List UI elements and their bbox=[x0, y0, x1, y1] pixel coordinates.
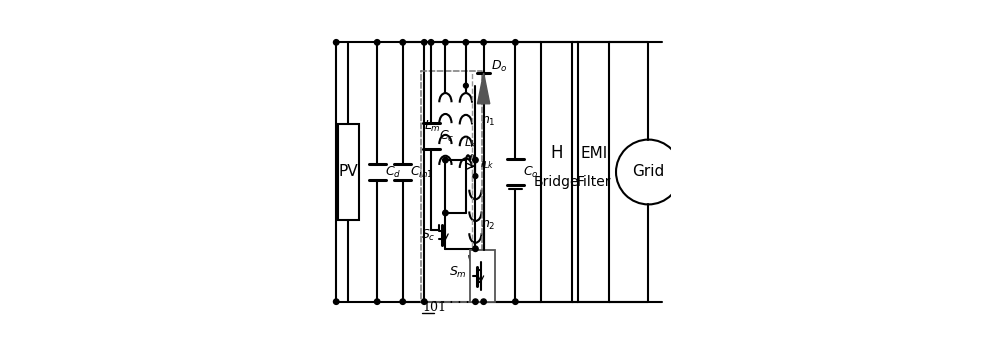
Circle shape bbox=[400, 40, 405, 45]
Circle shape bbox=[443, 210, 448, 216]
Circle shape bbox=[333, 299, 339, 304]
Circle shape bbox=[513, 40, 518, 45]
Text: $D_o$: $D_o$ bbox=[491, 59, 508, 74]
Text: $n_1$: $n_1$ bbox=[481, 115, 496, 128]
Bar bbox=[541, 42, 572, 302]
Circle shape bbox=[333, 40, 339, 45]
Circle shape bbox=[422, 40, 427, 45]
Text: $i_{Lk}$: $i_{Lk}$ bbox=[480, 157, 494, 171]
Text: Bridge: Bridge bbox=[534, 175, 579, 189]
Text: PV: PV bbox=[339, 164, 358, 180]
Circle shape bbox=[428, 40, 434, 45]
Circle shape bbox=[463, 40, 469, 45]
Text: $S_c$: $S_c$ bbox=[421, 228, 435, 243]
Text: EMI: EMI bbox=[580, 146, 607, 161]
Text: Grid: Grid bbox=[632, 164, 665, 180]
Text: $C_o$: $C_o$ bbox=[523, 164, 539, 180]
Text: Filter: Filter bbox=[577, 175, 611, 189]
Polygon shape bbox=[477, 73, 490, 104]
Circle shape bbox=[422, 299, 427, 304]
Circle shape bbox=[374, 299, 380, 304]
Text: $C_{in1}$: $C_{in1}$ bbox=[410, 164, 434, 180]
Text: H: H bbox=[550, 144, 563, 162]
Circle shape bbox=[481, 40, 486, 45]
Text: $n_2$: $n_2$ bbox=[481, 219, 495, 232]
Circle shape bbox=[443, 157, 448, 163]
Circle shape bbox=[481, 299, 486, 304]
Text: $L_k$: $L_k$ bbox=[464, 136, 477, 150]
Circle shape bbox=[473, 246, 478, 251]
Circle shape bbox=[473, 174, 478, 179]
Bar bbox=[578, 42, 609, 302]
Text: 101: 101 bbox=[422, 301, 446, 314]
Circle shape bbox=[400, 299, 405, 304]
Circle shape bbox=[616, 140, 681, 204]
Circle shape bbox=[513, 299, 518, 304]
Circle shape bbox=[374, 40, 380, 45]
Text: $C_d$: $C_d$ bbox=[385, 164, 401, 180]
Text: $L_m$: $L_m$ bbox=[424, 119, 441, 135]
Bar bbox=[470, 250, 495, 302]
Text: $C_c$: $C_c$ bbox=[439, 129, 454, 144]
Circle shape bbox=[463, 83, 468, 88]
Text: $S_m$: $S_m$ bbox=[449, 265, 467, 280]
Circle shape bbox=[473, 299, 478, 304]
Circle shape bbox=[473, 157, 478, 163]
Circle shape bbox=[443, 40, 448, 45]
Bar bbox=[338, 124, 359, 220]
